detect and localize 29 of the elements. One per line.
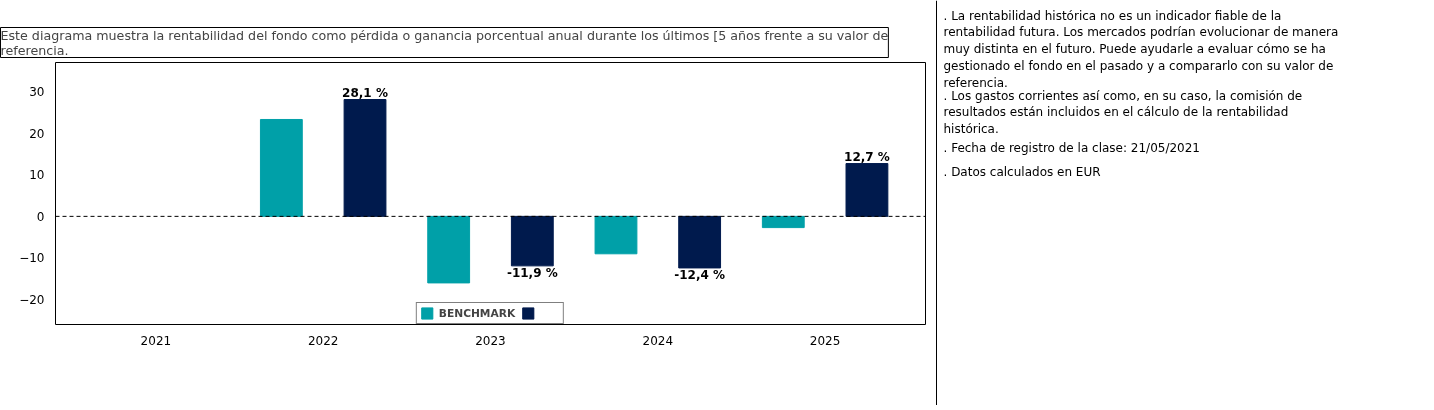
bar xyxy=(678,215,722,269)
data-label: -12,4 % xyxy=(674,267,726,282)
text: . Los gastos corrientes así como, en su caso, la comisión de resultados están incluidos en el cálculo de la rentabilidad histórica. xyxy=(943,88,1303,137)
x-tick-label: 2024 xyxy=(642,333,674,348)
x-tick-label: 2022 xyxy=(307,333,339,348)
x-tick-label: 2021 xyxy=(140,333,172,348)
bar xyxy=(594,215,638,255)
y-tick-label: 30 xyxy=(29,85,45,100)
bar xyxy=(427,215,471,284)
chart-title: Este diagrama muestra la rentabilidad del fondo como pérdida o ganancia porcentual anual durante los últimos [5 años frente a su valor de referencia. xyxy=(0,27,889,58)
data-label: -11,9 % xyxy=(506,265,558,280)
text: . Fecha de registro de la clase: 21/05/2021 xyxy=(943,140,1200,155)
x-tick-label: 2023 xyxy=(475,333,506,348)
bar xyxy=(845,163,889,217)
legend-label: BENCHMARK xyxy=(438,306,516,320)
data-label: 12,7 % xyxy=(844,149,890,164)
bar xyxy=(510,215,554,267)
bar xyxy=(343,99,387,217)
x-tick-label: 2025 xyxy=(809,333,841,348)
bar xyxy=(259,118,303,217)
data-label: 28,1 % xyxy=(342,85,388,100)
text: . Datos calculados en EUR xyxy=(943,164,1101,179)
y-tick-label: 10 xyxy=(29,168,45,183)
text: . La rentabilidad histórica no es un indicador fiable de la rentabilidad futura. Los mercados podrían evolucionar de manera muy distinta en el futuro. Puede ayudarle a evaluar cómo se ha gestionado el fondo en el pasado y a compararlo con su valor de referencia. xyxy=(943,8,1339,90)
y-tick-label: −20 xyxy=(19,293,45,308)
bar xyxy=(761,215,805,229)
y-tick-label: 0 xyxy=(36,209,45,224)
y-tick-label: −10 xyxy=(19,251,45,266)
y-tick-label: 20 xyxy=(29,126,45,141)
